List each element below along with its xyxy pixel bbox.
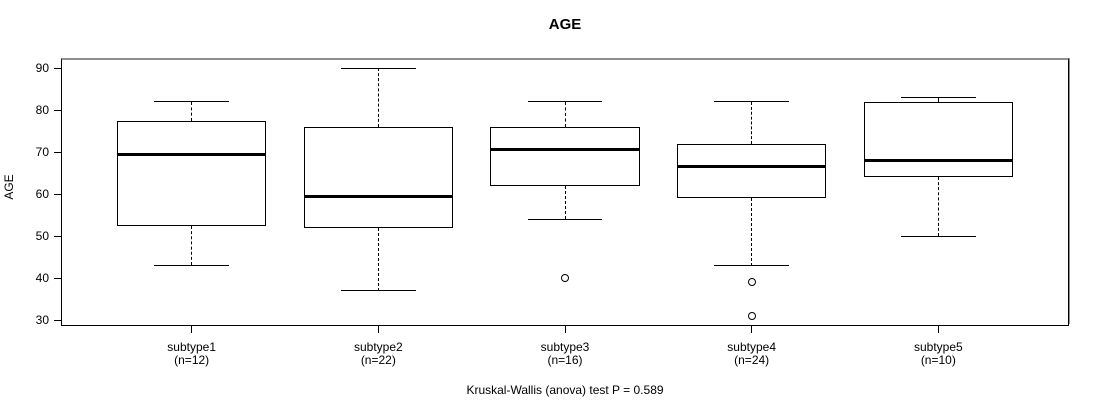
y-axis-tick (54, 319, 61, 321)
group-name: subtype1 (167, 340, 216, 354)
upper-whisker-cap (341, 67, 416, 69)
y-axis-tick (54, 67, 61, 69)
group-name: subtype3 (540, 340, 590, 354)
upper-whisker-cap (527, 101, 603, 103)
group-count: (n=16) (547, 353, 583, 367)
lower-whisker-cap (527, 218, 603, 220)
x-group-label: subtype1 (n=12) (112, 341, 272, 367)
group-count: (n=24) (734, 353, 770, 367)
x-group-label: subtype4 (n=24) (672, 341, 832, 367)
plot-area: 30 40 50 60 70 80 90 subtype1 (n=12) subtype2 (n=2… (36, 58, 1069, 367)
outlier-point (747, 311, 756, 320)
y-axis-tick-label: 80 (35, 103, 49, 118)
x-axis-tick (191, 326, 193, 333)
y-axis-tick (54, 193, 61, 195)
lower-whisker (937, 177, 939, 237)
box-iqr (490, 126, 640, 186)
chart-title: AGE (548, 16, 582, 33)
box-iqr (677, 143, 827, 199)
lower-whisker-cap (901, 235, 976, 237)
lower-whisker (377, 227, 379, 291)
x-group-label: subtype2 (n=22) (298, 341, 458, 367)
x-axis-tick (751, 326, 753, 333)
lower-whisker (564, 185, 566, 220)
median-line (117, 152, 267, 156)
box-iqr (303, 126, 453, 228)
box-iqr (117, 120, 267, 226)
group-count: (n=12) (174, 353, 210, 367)
upper-whisker (377, 68, 379, 127)
upper-whisker-cap (154, 101, 229, 103)
median-line (677, 165, 827, 169)
outlier-point (561, 274, 569, 283)
lower-whisker-cap (154, 265, 229, 266)
outlier-point (747, 278, 756, 287)
x-group-label: subtype5 (n=10) (858, 341, 1018, 367)
median-line (863, 158, 1013, 162)
group-name: subtype2 (353, 340, 403, 354)
y-axis-tick (54, 235, 61, 237)
box-iqr (863, 101, 1013, 178)
lower-whisker (191, 225, 193, 266)
y-axis-tick-label: 70 (35, 145, 49, 160)
y-axis-tick-label: 50 (35, 229, 49, 244)
x-axis-tick (564, 326, 566, 333)
group-count: (n=10) (920, 353, 956, 367)
median-line (490, 148, 640, 152)
upper-whisker-cap (714, 101, 789, 103)
group-name: subtype5 (913, 340, 963, 354)
median-line (303, 194, 453, 198)
y-axis-tick (54, 109, 61, 111)
x-axis-tick (937, 326, 939, 333)
y-axis-tick (54, 151, 61, 153)
y-axis-tick-label: 90 (35, 61, 49, 76)
x-axis-tick (377, 326, 379, 333)
upper-whisker (191, 101, 193, 121)
y-axis-tick-label: 40 (35, 271, 49, 286)
lower-whisker-cap (714, 265, 789, 266)
kruskal-wallis-annotation: Kruskal-Wallis (anova) test P = 0.589 (466, 383, 664, 397)
upper-whisker-cap (901, 96, 976, 98)
upper-whisker (937, 97, 939, 102)
y-axis-tick (54, 277, 61, 279)
lower-whisker-cap (341, 290, 416, 292)
group-count: (n=22) (360, 353, 396, 367)
lower-whisker (751, 198, 753, 266)
x-group-label: subtype3 (n=16) (485, 341, 645, 367)
upper-whisker (751, 101, 753, 144)
group-name: subtype4 (727, 340, 776, 354)
y-axis-tick-label: 60 (35, 187, 49, 202)
upper-whisker (564, 101, 566, 127)
y-axis-tick-label: 30 (35, 313, 49, 328)
